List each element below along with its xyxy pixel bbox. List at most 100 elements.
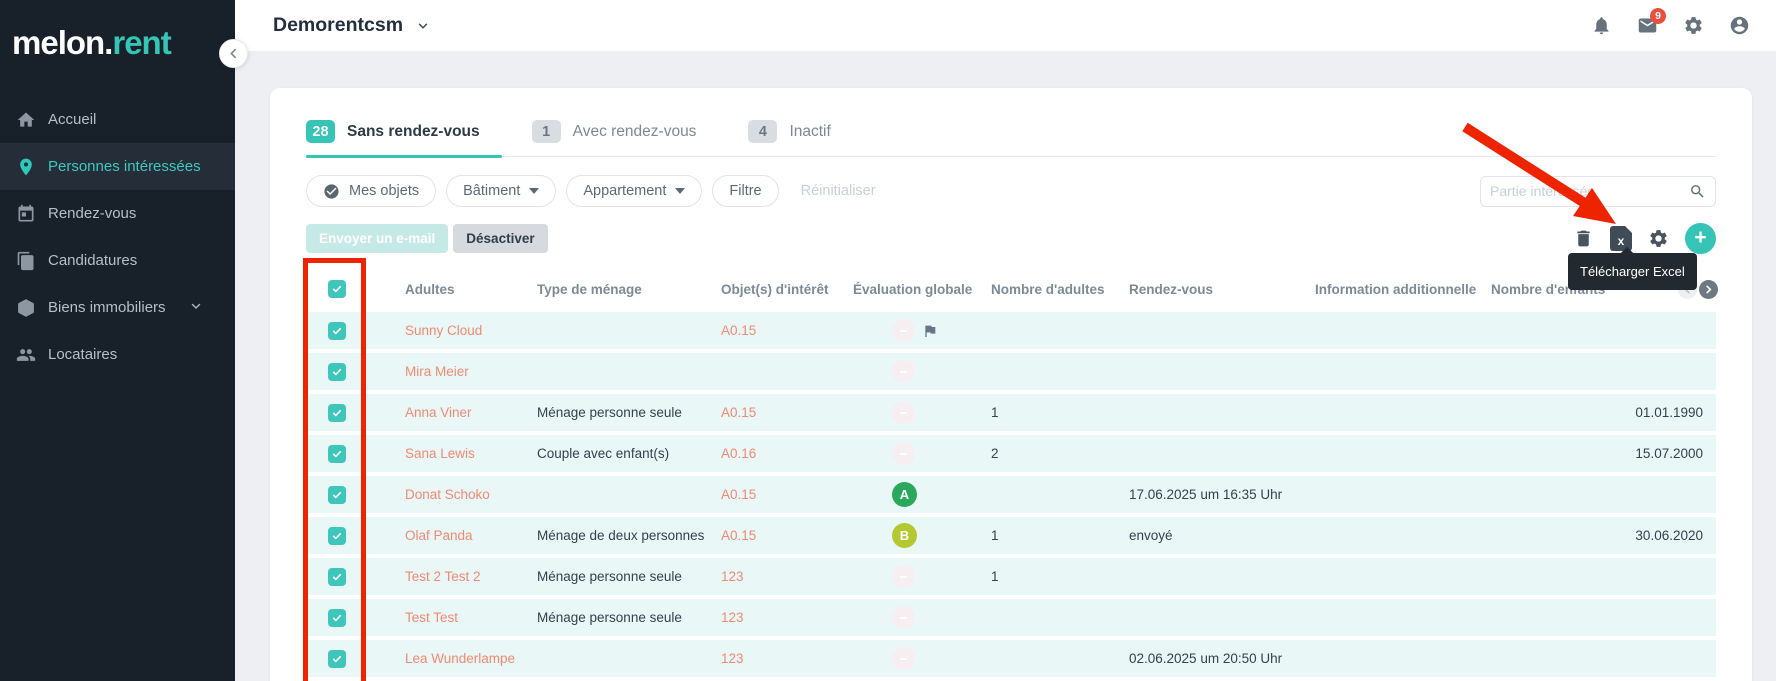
chevron-left-icon (230, 48, 236, 59)
sidebar-item-rendez-vous[interactable]: Rendez-vous (0, 190, 235, 237)
table-row[interactable]: Anna Viner Ménage personne seule A0.15 1… (306, 394, 1716, 435)
person-name-link[interactable]: Donat Schoko (405, 487, 490, 502)
notifications-bell-icon[interactable] (1591, 15, 1612, 36)
workspace-chevron-icon[interactable] (416, 19, 430, 33)
row-checkbox[interactable] (328, 362, 346, 381)
col-nombre-adultes[interactable]: Nombre d'adultes (991, 281, 1105, 297)
filter-chip-mes-objets[interactable]: Mes objets (306, 175, 437, 207)
select-all-checkbox[interactable] (328, 280, 346, 298)
sidebar-item-candidatures[interactable]: Candidatures (0, 237, 235, 284)
row-checkbox[interactable] (328, 608, 346, 627)
table-row[interactable]: Mira Meier (306, 353, 1716, 394)
scroll-right-button[interactable] (1699, 280, 1718, 299)
row-checkbox[interactable] (328, 444, 346, 463)
col-type-menage[interactable]: Type de ménage (537, 281, 642, 297)
object-link[interactable]: A0.15 (721, 323, 757, 338)
messages-mail-icon[interactable]: 9 (1637, 8, 1666, 36)
download-excel-icon[interactable]: x (1610, 226, 1632, 251)
flag-icon (922, 323, 938, 339)
row-checkbox[interactable] (328, 567, 346, 586)
object-link[interactable]: 123 (721, 610, 744, 625)
table-row[interactable]: Lea Wunderlampe 123 02.06.2025 um 20:50 … (306, 640, 1716, 681)
person-name-link[interactable]: Sunny Cloud (405, 323, 483, 338)
sidebar-nav: Accueil Personnes intéressées Rendez-vou… (0, 96, 235, 378)
tab-label: Avec rendez-vous (572, 122, 697, 140)
object-link[interactable]: 123 (721, 651, 744, 666)
filter-row: Mes objets Bâtiment Appartement Filtre R… (306, 175, 1716, 207)
filter-chip-filtre[interactable]: Filtre (712, 175, 779, 207)
logo-primary: melon. (12, 24, 113, 61)
evaluation-cell (853, 647, 991, 670)
col-rendez-vous[interactable]: Rendez-vous (1129, 281, 1214, 297)
workspace-title[interactable]: Demorentcsm (273, 14, 404, 36)
main-area: Demorentcsm 9 28 Sans rendez-vous 1 Ave (235, 0, 1776, 681)
add-person-button[interactable]: + (1685, 223, 1716, 254)
table-row[interactable]: Donat Schoko A0.15 A 17.06.2025 um 16:35… (306, 476, 1716, 517)
account-avatar-icon[interactable] (1729, 15, 1750, 36)
logo-accent: rent (112, 24, 171, 61)
row-checkbox[interactable] (328, 649, 346, 668)
col-information-additionnelle[interactable]: Information additionnelle (1315, 281, 1477, 297)
object-link[interactable]: A0.16 (721, 446, 757, 461)
sidebar-item-label: Biens immobiliers (48, 299, 166, 316)
evaluation-cell (853, 565, 991, 588)
tab-count-badge: 4 (748, 120, 778, 143)
content-area: 28 Sans rendez-vous 1 Avec rendez-vous 4… (235, 52, 1776, 681)
tab-avec-rendez-vous[interactable]: 1 Avec rendez-vous (531, 120, 697, 156)
search-icon[interactable] (1689, 183, 1706, 200)
row-checkbox[interactable] (328, 485, 346, 504)
sidebar-item-accueil[interactable]: Accueil (0, 96, 235, 143)
sidebar-item-label: Personnes intéressées (48, 158, 201, 175)
column-settings-gear-icon[interactable] (1648, 228, 1669, 249)
col-adultes[interactable]: Adultes (405, 281, 455, 297)
col-objets-interet[interactable]: Objet(s) d'intérêt (721, 281, 829, 297)
table-body: Sunny Cloud A0.15 Mira Meier Anna Viner … (306, 312, 1716, 681)
object-link[interactable]: 123 (721, 569, 744, 584)
appointment-cell: envoyé (1129, 528, 1173, 543)
sidebar-item-locataires[interactable]: Locataires (0, 331, 235, 378)
object-link[interactable]: A0.15 (721, 487, 757, 502)
search-input[interactable] (1490, 183, 1689, 199)
mail-count-badge: 9 (1650, 8, 1666, 24)
reset-filters-button[interactable]: Réinitialiser (800, 183, 876, 199)
household-cell: Ménage de deux personnes (537, 528, 705, 543)
table-tools: x + (1573, 223, 1716, 254)
tab-inactif[interactable]: 4 Inactif (748, 120, 831, 156)
sidebar-item-biens-immobiliers[interactable]: Biens immobiliers (0, 284, 235, 331)
table-row[interactable]: Test Test Ménage personne seule 123 (306, 599, 1716, 640)
person-name-link[interactable]: Test Test (405, 610, 459, 625)
tab-label: Inactif (789, 122, 831, 140)
check-circle-icon (324, 183, 339, 199)
sidebar-item-personnes-interessees[interactable]: Personnes intéressées (0, 143, 235, 190)
person-name-link[interactable]: Anna Viner (405, 405, 472, 420)
table-row[interactable]: Sana Lewis Couple avec enfant(s) A0.16 2… (306, 435, 1716, 476)
send-email-button[interactable]: Envoyer un e-mail (306, 224, 449, 253)
household-cell: Ménage personne seule (537, 405, 682, 420)
table-row[interactable]: Olaf Panda Ménage de deux personnes A0.1… (306, 517, 1716, 558)
filter-chip-appartement[interactable]: Appartement (566, 175, 703, 207)
row-checkbox[interactable] (328, 403, 346, 422)
topbar-icons: 9 (1591, 8, 1750, 36)
row-checkbox[interactable] (328, 321, 346, 340)
table-row[interactable]: Test 2 Test 2 Ménage personne seule 123 … (306, 558, 1716, 599)
deactivate-button[interactable]: Désactiver (453, 224, 548, 253)
row-checkbox[interactable] (328, 526, 346, 545)
person-name-link[interactable]: Sana Lewis (405, 446, 475, 461)
delete-trash-icon[interactable] (1573, 228, 1594, 249)
people-icon (15, 344, 37, 366)
evaluation-empty-badge (892, 360, 915, 383)
table-row[interactable]: Sunny Cloud A0.15 (306, 312, 1716, 353)
sidebar-collapse-button[interactable] (219, 39, 248, 68)
filter-chip-batiment[interactable]: Bâtiment (446, 175, 557, 207)
object-link[interactable]: A0.15 (721, 405, 757, 420)
object-link[interactable]: A0.15 (721, 528, 757, 543)
sidebar-item-label: Accueil (48, 111, 97, 128)
person-name-link[interactable]: Olaf Panda (405, 528, 473, 543)
tab-sans-rendez-vous[interactable]: 28 Sans rendez-vous (306, 120, 502, 158)
person-name-link[interactable]: Lea Wunderlampe (405, 651, 516, 666)
person-name-link[interactable]: Test 2 Test 2 (405, 569, 481, 584)
appointment-cell: 17.06.2025 um 16:35 Uhr (1129, 487, 1283, 502)
col-evaluation-globale[interactable]: Évaluation globale (853, 281, 973, 297)
settings-gear-icon[interactable] (1683, 15, 1704, 36)
person-name-link[interactable]: Mira Meier (405, 364, 469, 379)
